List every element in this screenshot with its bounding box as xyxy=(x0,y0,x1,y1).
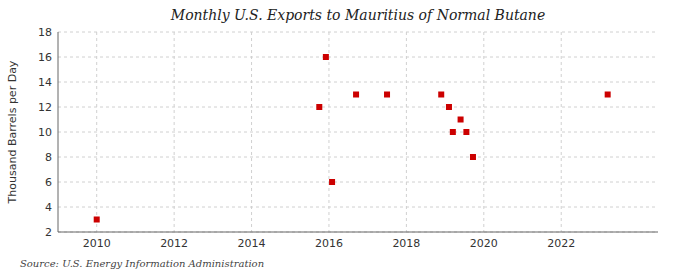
y-axis-line xyxy=(58,32,59,232)
y-tick-label: 6 xyxy=(45,176,52,189)
chart-title: Monthly U.S. Exports to Mauritius of Nor… xyxy=(170,7,545,23)
y-axis-label: Thousand Barrels per Day xyxy=(6,60,19,204)
x-tick-label: 2014 xyxy=(238,237,266,250)
source-note: Source: U.S. Energy Information Administ… xyxy=(20,258,264,269)
grid xyxy=(58,32,658,232)
point xyxy=(458,117,464,123)
x-tick-label: 2010 xyxy=(83,237,111,250)
point xyxy=(316,104,322,110)
grid-line-x xyxy=(251,32,252,232)
point xyxy=(329,179,335,185)
grid-line-y xyxy=(58,57,658,58)
x-tick-label: 2016 xyxy=(315,237,343,250)
grid-line-x xyxy=(406,32,407,232)
grid-line-y xyxy=(58,207,658,208)
point xyxy=(446,104,452,110)
points xyxy=(94,54,611,223)
grid-line-y xyxy=(58,107,658,108)
x-tick-label: 2022 xyxy=(547,237,575,250)
point xyxy=(353,92,359,98)
point xyxy=(450,129,456,135)
point xyxy=(94,217,100,223)
point xyxy=(463,129,469,135)
y-tick-label: 8 xyxy=(45,151,52,164)
x-axis-line xyxy=(58,232,658,233)
point xyxy=(323,54,329,60)
y-tick-label: 12 xyxy=(38,101,52,114)
grid-line-y xyxy=(58,182,658,183)
grid-line-x xyxy=(174,32,175,232)
grid-line-y xyxy=(58,82,658,83)
y-tick-label: 2 xyxy=(45,226,52,239)
grid-line-x xyxy=(561,32,562,232)
y-tick-label: 16 xyxy=(38,51,52,64)
grid-line-y xyxy=(58,32,658,33)
grid-line-x xyxy=(328,32,329,232)
point xyxy=(384,92,390,98)
grid-line-y xyxy=(58,232,658,233)
chart-container: 2010 2012 2014 2016 2018 2020 2022 2 4 6 8 10 12 14 16… xyxy=(0,0,675,275)
x-tick-label: 2012 xyxy=(160,237,188,250)
point xyxy=(438,92,444,98)
y-tick-label: 18 xyxy=(38,26,52,39)
y-tick-label: 14 xyxy=(38,76,52,89)
y-tick-label: 4 xyxy=(45,201,52,214)
x-tick-label: 2018 xyxy=(392,237,420,250)
x-tick-label: 2020 xyxy=(470,237,498,250)
grid-line-y xyxy=(58,157,658,158)
y-tick-label: 10 xyxy=(38,126,52,139)
grid-line-x xyxy=(483,32,484,232)
grid-line-x xyxy=(96,32,97,232)
chart-svg: 2010 2012 2014 2016 2018 2020 2022 2 4 6 8 10 12 14 16… xyxy=(0,0,675,275)
grid-line-y xyxy=(58,132,658,133)
point xyxy=(470,154,476,160)
point xyxy=(605,92,611,98)
tick-labels: 2010 2012 2014 2016 2018 2020 2022 2 4 6 8 10 12 14 16… xyxy=(38,26,575,250)
